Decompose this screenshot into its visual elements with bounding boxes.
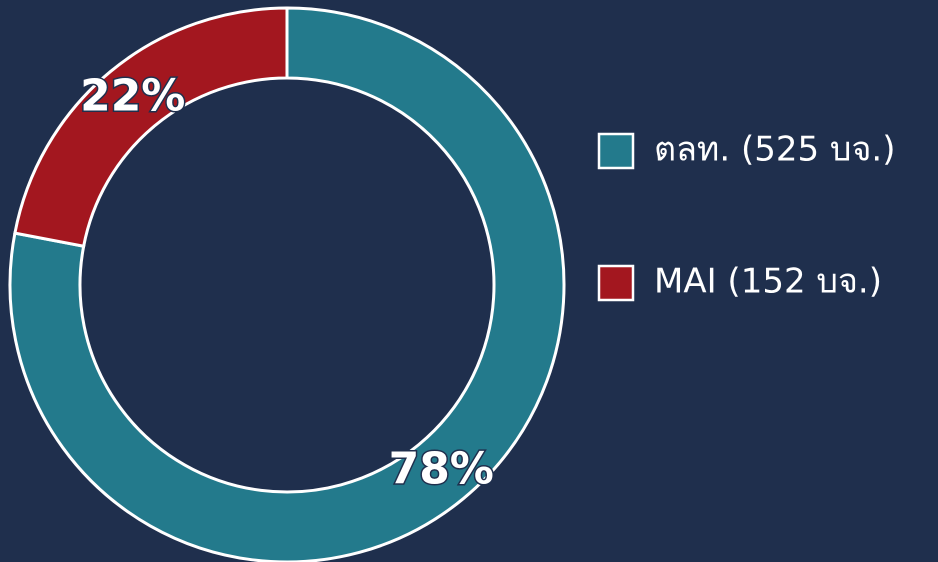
donut-segment [8,6,566,562]
value-label: 22% [80,71,185,122]
legend-swatch [597,264,635,302]
value-label: 78% [389,443,494,494]
donut-segment [13,6,289,248]
legend-label: MAI (152 บจ.) [654,262,882,302]
legend-swatch [597,132,635,170]
legend-label: ตลท. (525 บจ.) [654,130,896,170]
